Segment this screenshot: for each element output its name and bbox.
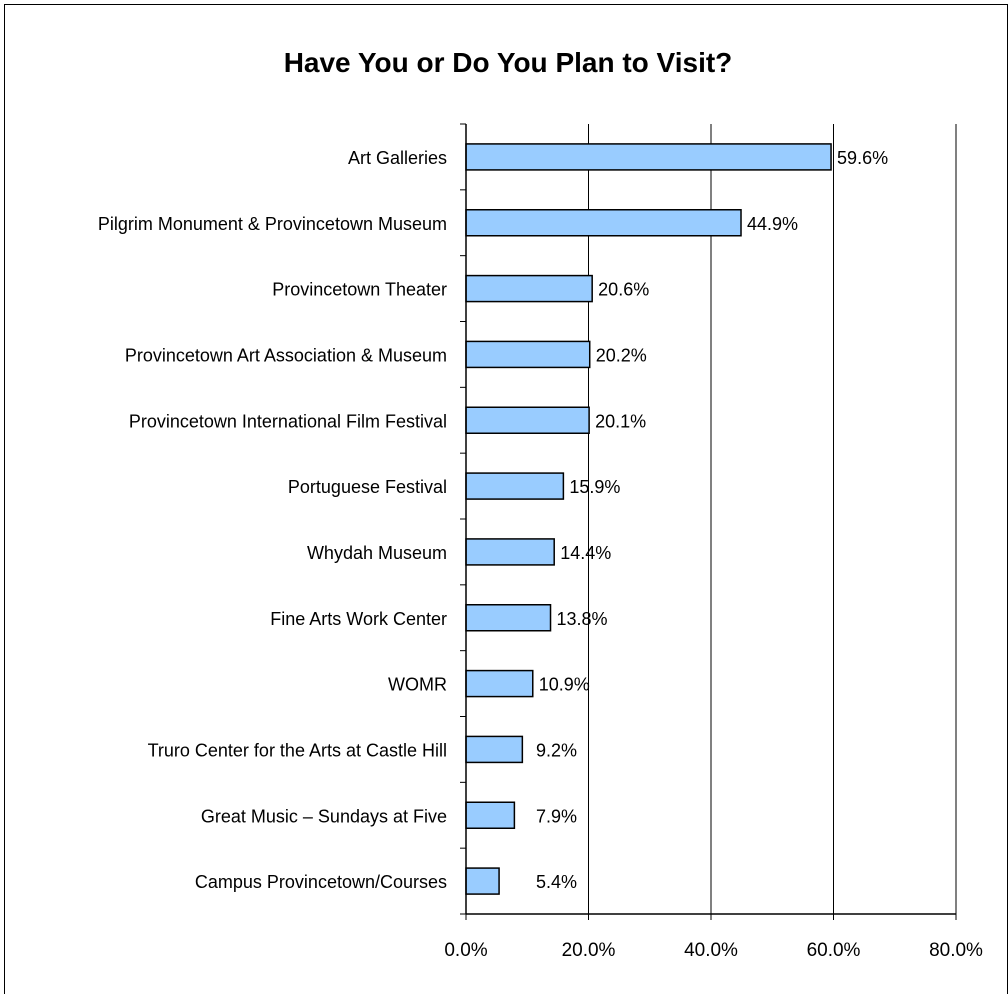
bar [465,538,555,566]
category-label: Fine Arts Work Center [270,609,447,629]
axes [460,123,957,920]
data-label: 44.9% [747,214,798,234]
chart-title: Have You or Do You Plan to Visit? [284,47,733,78]
gridlines [588,124,957,914]
bar [465,472,565,500]
data-label: 15.9% [569,477,620,497]
x-tick-label: 20.0% [562,940,616,961]
bar [465,209,742,237]
bar [465,801,516,829]
x-tick-label: 40.0% [684,940,738,961]
bar [465,274,593,303]
data-label: 13.8% [557,609,608,629]
bar [465,669,534,698]
bar [465,406,590,434]
category-label: Provincetown Theater [272,280,447,300]
x-tick-label: 0.0% [444,940,487,961]
x-tick-label: 60.0% [807,940,861,961]
data-label: 20.1% [595,411,646,431]
data-label: 7.9% [536,806,577,826]
data-label: 14.4% [560,543,611,563]
category-label: Truro Center for the Arts at Castle Hill [148,740,447,760]
category-label: Great Music – Sundays at Five [201,806,447,826]
bars [465,143,832,895]
data-label: 20.6% [598,280,649,300]
bar [465,143,832,171]
data-label: 20.2% [596,345,647,365]
x-tick-label: 80.0% [929,940,983,961]
category-label: Art Galleries [348,148,447,168]
bar [465,604,552,632]
data-label: 10.9% [539,675,590,695]
bar [465,867,500,895]
category-label: Provincetown Art Association & Museum [125,345,447,365]
category-label: Pilgrim Monument & Provincetown Museum [98,214,447,234]
category-label: WOMR [388,675,447,695]
category-label: Campus Provincetown/Courses [195,872,447,892]
data-label: 59.6% [837,148,888,168]
data-label: 5.4% [536,872,577,892]
category-label: Provincetown International Film Festival [129,411,447,431]
data-label: 9.2% [536,740,577,760]
bar [465,340,591,369]
labels: Art Galleries 59.6% Pilgrim Monument & Pro… [98,148,983,961]
category-label: Whydah Museum [307,543,447,563]
category-label: Portuguese Festival [288,477,447,497]
bar [465,735,524,764]
